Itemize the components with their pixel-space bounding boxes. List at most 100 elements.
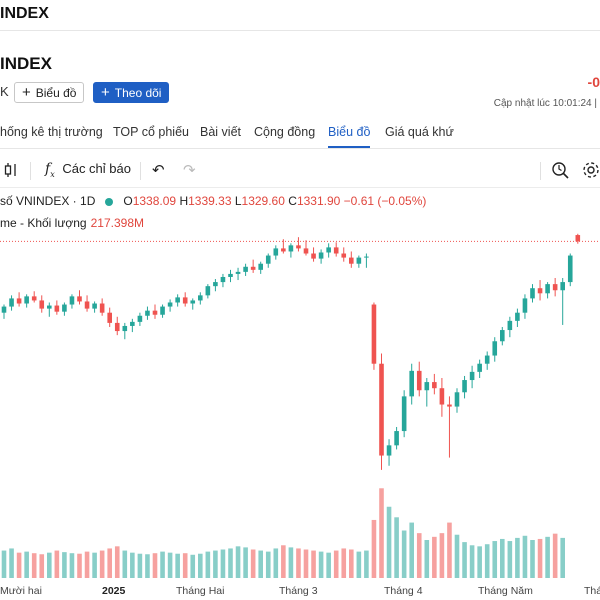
candle-body [537,288,543,294]
candle-body [54,305,60,312]
updated-timestamp: Cập nhật lúc 10:01:24 | [493,98,597,109]
tab-market-stats[interactable]: hống kê thị trường [0,125,103,139]
candle-type-icon[interactable] [4,161,18,182]
volume-legend: me - Khối lượng 217.398M [0,216,144,230]
volume-bar [198,553,203,578]
volume-bar [364,550,369,578]
candle-body [39,300,45,309]
candle-body [484,355,490,364]
candle-body [107,312,112,323]
plus-icon: + [101,84,110,101]
candle-body [515,312,520,321]
undo-icon[interactable]: ↶ [152,162,165,179]
candle-body [401,396,407,432]
chart-toolbar: fx Các chỉ báo ↶ ↷ [0,155,600,188]
market-status-dot [105,197,114,206]
candle-body [258,263,263,270]
tab-articles[interactable]: Bài viết [200,125,241,139]
volume-bar [250,549,256,578]
candle-body [228,273,233,277]
candle-body [250,266,256,270]
candle-body [145,310,150,316]
volume-bar [107,548,112,578]
candle-body [439,388,445,405]
volume-bar [326,552,331,578]
candle-body [341,253,347,258]
toolbar-divider [540,162,541,180]
candle-body [16,298,22,304]
volume-bar [288,547,294,578]
redo-icon[interactable]: ↷ [183,162,196,179]
volume-bar [530,540,535,578]
candlestick-chart[interactable] [0,228,600,578]
volume-bar [258,550,263,578]
candle-body [530,288,535,299]
candle-body [243,266,248,272]
toolbar-divider [30,162,31,180]
high-value: 1339.33 [188,194,232,208]
volume-bar [99,550,105,578]
follow-label: Theo dõi [114,85,162,100]
follow-button[interactable]: + Theo dõi [93,82,170,103]
tab-top-stocks[interactable]: TOP cổ phiếu [113,125,189,139]
candle-body [152,310,158,315]
volume-bar [228,548,233,578]
candle-body [318,252,324,259]
volume-bar [349,549,354,578]
candle-body [31,296,37,301]
tab-community[interactable]: Cộng đồng [254,125,316,139]
candle-body [447,404,452,407]
volume-bar [379,488,384,578]
volume-bar [333,550,339,578]
top-bar: INDEX [0,0,600,31]
candle-body [575,235,581,242]
volume-bar [500,538,505,578]
indicators-button[interactable]: fx Các chỉ báo [45,161,131,179]
add-chart-label: Biểu đồ [35,85,77,100]
quick-search-icon[interactable] [551,161,569,182]
candle-body [545,284,550,294]
candle-body [213,282,218,287]
candle-body [114,322,120,332]
volume-bar [167,552,173,578]
volume-bar [92,552,97,578]
tab-historical-prices[interactable]: Giá quá khứ [385,125,454,139]
candle-body [281,248,286,252]
volume-bar [160,551,165,578]
candle-body [394,431,399,446]
volume-bar [296,548,301,578]
volume-bar [356,551,362,578]
page-title: INDEX [0,54,52,73]
volume-bar [220,549,226,578]
volume-bar [281,545,286,578]
candle-body [349,257,354,264]
x-tick-label: Mười hai [0,585,42,597]
x-tick-label: 2025 [102,585,126,597]
add-chart-button[interactable]: + Biểu đồ [14,82,85,103]
candle-body [364,256,369,258]
candle-body [311,253,316,259]
candle-body [552,284,558,291]
candle-body [288,245,294,252]
candle-body [379,363,384,456]
tab-chart[interactable]: Biểu đồ [328,125,371,148]
volume-bar [137,553,143,578]
x-tick-label: Tháng Hai [176,585,225,597]
candle-body [454,392,460,407]
candle-body [522,298,528,313]
candle-body [167,302,173,307]
candle-body [386,445,392,456]
candle-body [409,370,414,397]
volume-bar [303,549,309,578]
candle-body [220,276,226,283]
candle-body [303,248,309,254]
candle-body [62,304,67,312]
candle-body [356,257,362,264]
volume-bar [424,540,430,578]
candle-body [190,300,196,304]
candle-body [137,315,143,322]
volume-bar [447,522,452,578]
settings-gear-icon[interactable] [582,161,600,182]
price-change-header: -0 [587,74,600,90]
candle-body [205,286,211,296]
